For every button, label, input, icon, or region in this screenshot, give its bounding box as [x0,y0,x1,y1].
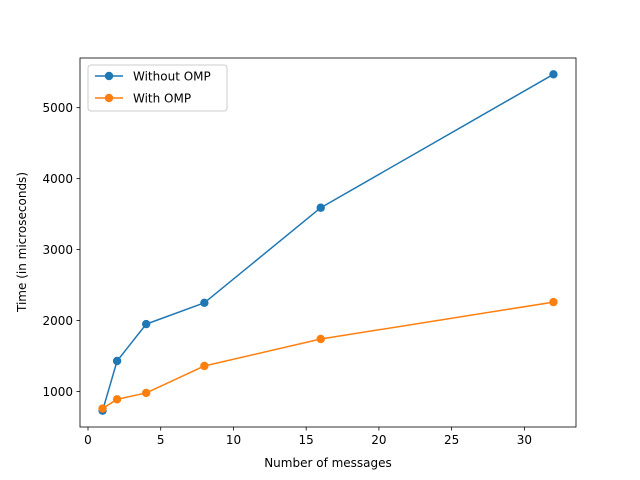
series-1 [98,297,558,413]
y-axis-label: Time (in microseconds) [15,172,29,313]
legend-item-1: With OMP [95,91,191,105]
data-point [141,319,151,329]
legend-marker [104,71,114,81]
data-point [98,404,107,413]
series-0 [98,70,558,415]
y-tick-label: 5000 [42,101,73,115]
x-axis-label: Number of messages [264,456,392,470]
x-tick-label: 10 [226,433,241,447]
legend-label: With OMP [133,91,191,105]
data-point [316,334,325,344]
axes-frame [79,57,577,428]
data-point [549,297,558,307]
legend: Without OMP With OMP [87,64,228,112]
data-point [141,388,151,398]
x-tick-label: 30 [517,433,532,447]
y-tick-label: 1000 [42,385,73,399]
x-tick-label: 0 [84,433,92,447]
data-point [549,70,558,79]
x-tick-label: 25 [444,433,459,447]
plot-area [98,70,558,415]
y-tick-label: 2000 [42,314,73,328]
x-tick-label: 15 [299,433,314,447]
legend-item-0: Without OMP [95,69,211,83]
y-tick-label: 4000 [42,172,73,186]
data-point [200,298,209,308]
y-tick-label: 3000 [42,243,73,257]
x-tick-label: 5 [157,433,165,447]
data-point [200,361,209,371]
data-point [112,356,122,366]
x-tick-label: 20 [371,433,386,447]
axes: 0 5 10 15 20 25 30 1000 2000 3000 4000 5000 [42,57,577,447]
data-point [316,203,325,212]
data-point [112,395,122,404]
legend-label: Without OMP [133,69,211,83]
series-line [101,73,554,411]
legend-marker [104,93,114,103]
